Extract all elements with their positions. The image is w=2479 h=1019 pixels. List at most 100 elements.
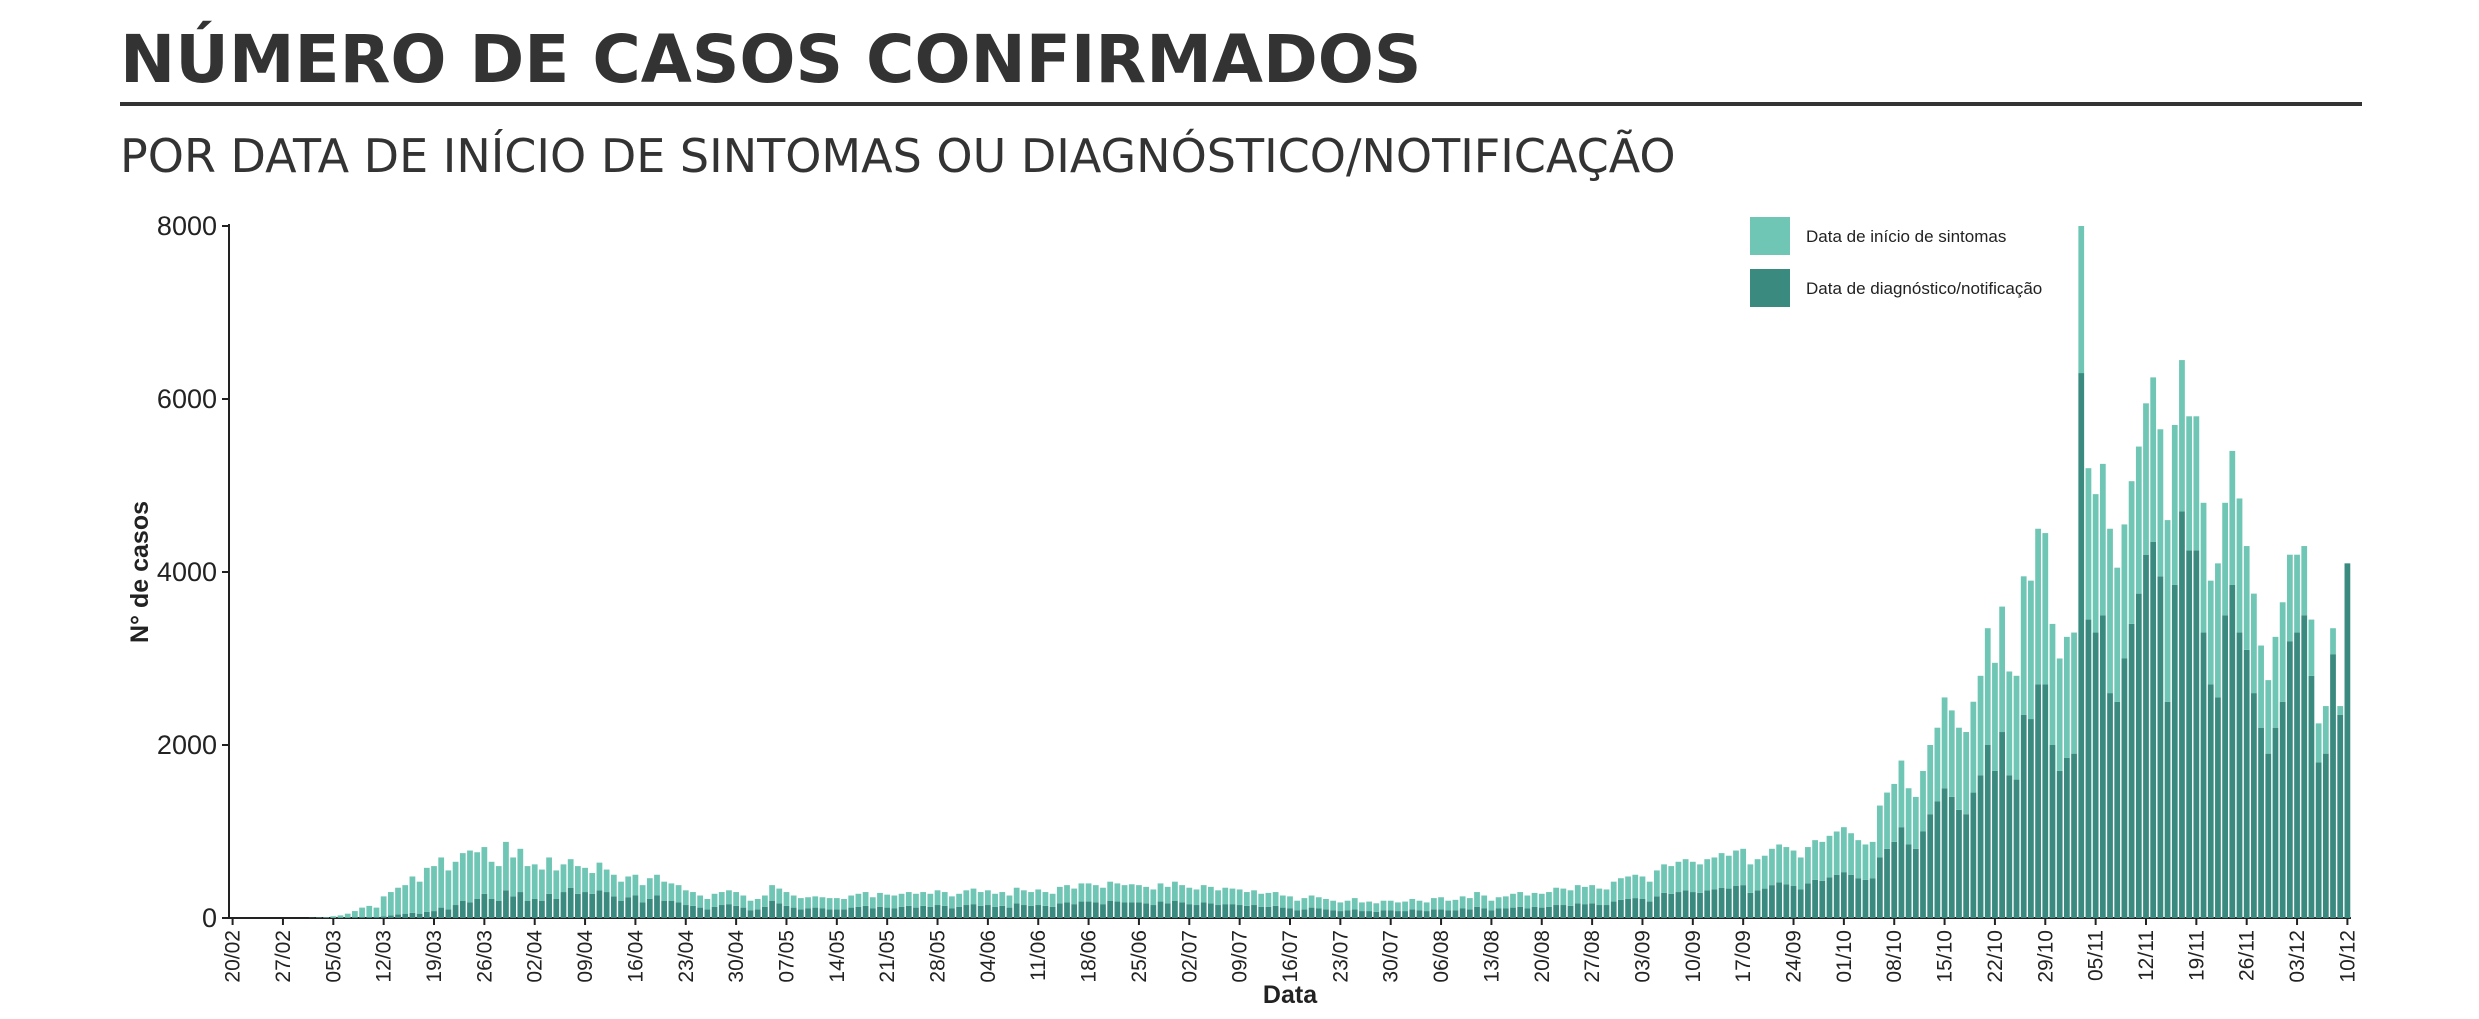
bar-segment bbox=[575, 866, 581, 894]
bar-segment bbox=[812, 908, 818, 918]
bar-segment bbox=[388, 915, 394, 918]
bar-segment bbox=[733, 906, 739, 918]
bar-segment bbox=[2244, 650, 2250, 918]
bar-segment bbox=[2136, 594, 2142, 918]
bar-segment bbox=[1258, 894, 1264, 907]
bar-segment bbox=[1827, 877, 1833, 918]
bar-segment bbox=[1100, 904, 1106, 918]
bar-segment bbox=[719, 892, 725, 905]
bar-segment bbox=[388, 892, 394, 915]
bar-segment bbox=[2006, 671, 2012, 775]
bar-segment bbox=[453, 905, 459, 918]
bar-segment bbox=[359, 917, 365, 918]
bar-segment bbox=[1927, 814, 1933, 918]
bar-segment bbox=[1935, 801, 1941, 918]
bar-segment bbox=[1186, 904, 1192, 918]
bar-segment bbox=[1266, 907, 1272, 918]
bar-segment bbox=[870, 897, 876, 908]
bar-segment bbox=[1287, 908, 1293, 918]
bar-segment bbox=[1539, 908, 1545, 918]
bar-segment bbox=[525, 901, 531, 918]
bar-segment bbox=[366, 917, 372, 918]
bar-segment bbox=[1021, 905, 1027, 918]
bar-segment bbox=[1596, 889, 1602, 905]
bar-segment bbox=[1956, 728, 1962, 810]
bar-segment bbox=[913, 908, 919, 918]
bar-segment bbox=[352, 917, 358, 918]
bar-segment bbox=[776, 903, 782, 918]
bar-segment bbox=[1179, 885, 1185, 902]
bar-segment bbox=[697, 896, 703, 908]
bar-segment bbox=[1100, 888, 1106, 904]
bar-segment bbox=[517, 892, 523, 918]
bar-segment bbox=[481, 894, 487, 918]
bar-segment bbox=[1150, 905, 1156, 918]
bar-segment bbox=[1985, 745, 1991, 918]
bar-segment bbox=[1201, 902, 1207, 918]
bar-segment bbox=[863, 906, 869, 918]
bar-segment bbox=[395, 915, 401, 918]
bar-segment bbox=[1863, 880, 1869, 918]
bar-segment bbox=[1683, 859, 1689, 890]
bar-segment bbox=[1582, 887, 1588, 904]
bar-segment bbox=[446, 909, 452, 918]
bar-segment bbox=[1043, 892, 1049, 906]
bar-segment bbox=[1769, 885, 1775, 918]
bar-segment bbox=[1215, 890, 1221, 905]
bar-segment bbox=[647, 878, 653, 899]
bar-segment bbox=[1949, 710, 1955, 797]
bar-segment bbox=[927, 894, 933, 907]
bar-segment bbox=[1316, 897, 1322, 908]
bar-segment bbox=[1474, 907, 1480, 918]
bar-segment bbox=[1337, 902, 1343, 911]
bar-segment bbox=[1712, 889, 1718, 918]
bar-segment bbox=[1172, 901, 1178, 918]
bar-segment bbox=[805, 897, 811, 908]
y-tick-label: 8000 bbox=[157, 211, 217, 241]
bar-segment bbox=[2028, 581, 2034, 719]
bar-segment bbox=[683, 890, 689, 905]
bar-segment bbox=[748, 901, 754, 911]
bar-segment bbox=[697, 908, 703, 918]
bar-segment bbox=[2114, 568, 2120, 702]
bar-segment bbox=[1208, 887, 1214, 903]
bar-segment bbox=[1906, 788, 1912, 844]
bar-segment bbox=[1690, 862, 1696, 892]
bar-segment bbox=[2172, 585, 2178, 918]
bar-segment bbox=[1345, 910, 1351, 918]
bar-segment bbox=[2208, 684, 2214, 918]
bar-segment bbox=[1294, 910, 1300, 918]
bar-segment bbox=[1970, 702, 1976, 793]
bar-segment bbox=[1704, 890, 1710, 918]
bar-segment bbox=[2273, 728, 2279, 918]
bar-segment bbox=[1395, 902, 1401, 911]
bar-segment bbox=[1877, 857, 1883, 918]
x-tick-label: 20/02 bbox=[222, 930, 245, 983]
bar-segment bbox=[1230, 889, 1236, 905]
x-tick-label: 06/08 bbox=[1430, 930, 1453, 983]
bar-segment bbox=[1424, 902, 1430, 911]
bar-segment bbox=[848, 908, 854, 918]
bar-segment bbox=[1467, 909, 1473, 918]
bar-segment bbox=[611, 896, 617, 918]
bar-segment bbox=[920, 892, 926, 906]
bar-segment bbox=[1373, 903, 1379, 912]
y-tick-label: 0 bbox=[202, 903, 217, 933]
bar-segment bbox=[1978, 775, 1984, 918]
bar-segment bbox=[784, 906, 790, 918]
bar-segment bbox=[2215, 697, 2221, 918]
bar-segment bbox=[1086, 902, 1092, 918]
bar-segment bbox=[740, 908, 746, 918]
bar-segment bbox=[2186, 550, 2192, 918]
bar-segment bbox=[676, 885, 682, 902]
bar-segment bbox=[489, 862, 495, 899]
bar-segment bbox=[1251, 890, 1257, 905]
bar-segment bbox=[1891, 842, 1897, 918]
bar-segment bbox=[589, 894, 595, 918]
bar-segment bbox=[1388, 910, 1394, 918]
bar-segment bbox=[1409, 899, 1415, 909]
bar-segment bbox=[1136, 885, 1142, 902]
bar-segment bbox=[1007, 908, 1013, 918]
bar-segment bbox=[2273, 637, 2279, 728]
bar-segment bbox=[474, 899, 480, 918]
